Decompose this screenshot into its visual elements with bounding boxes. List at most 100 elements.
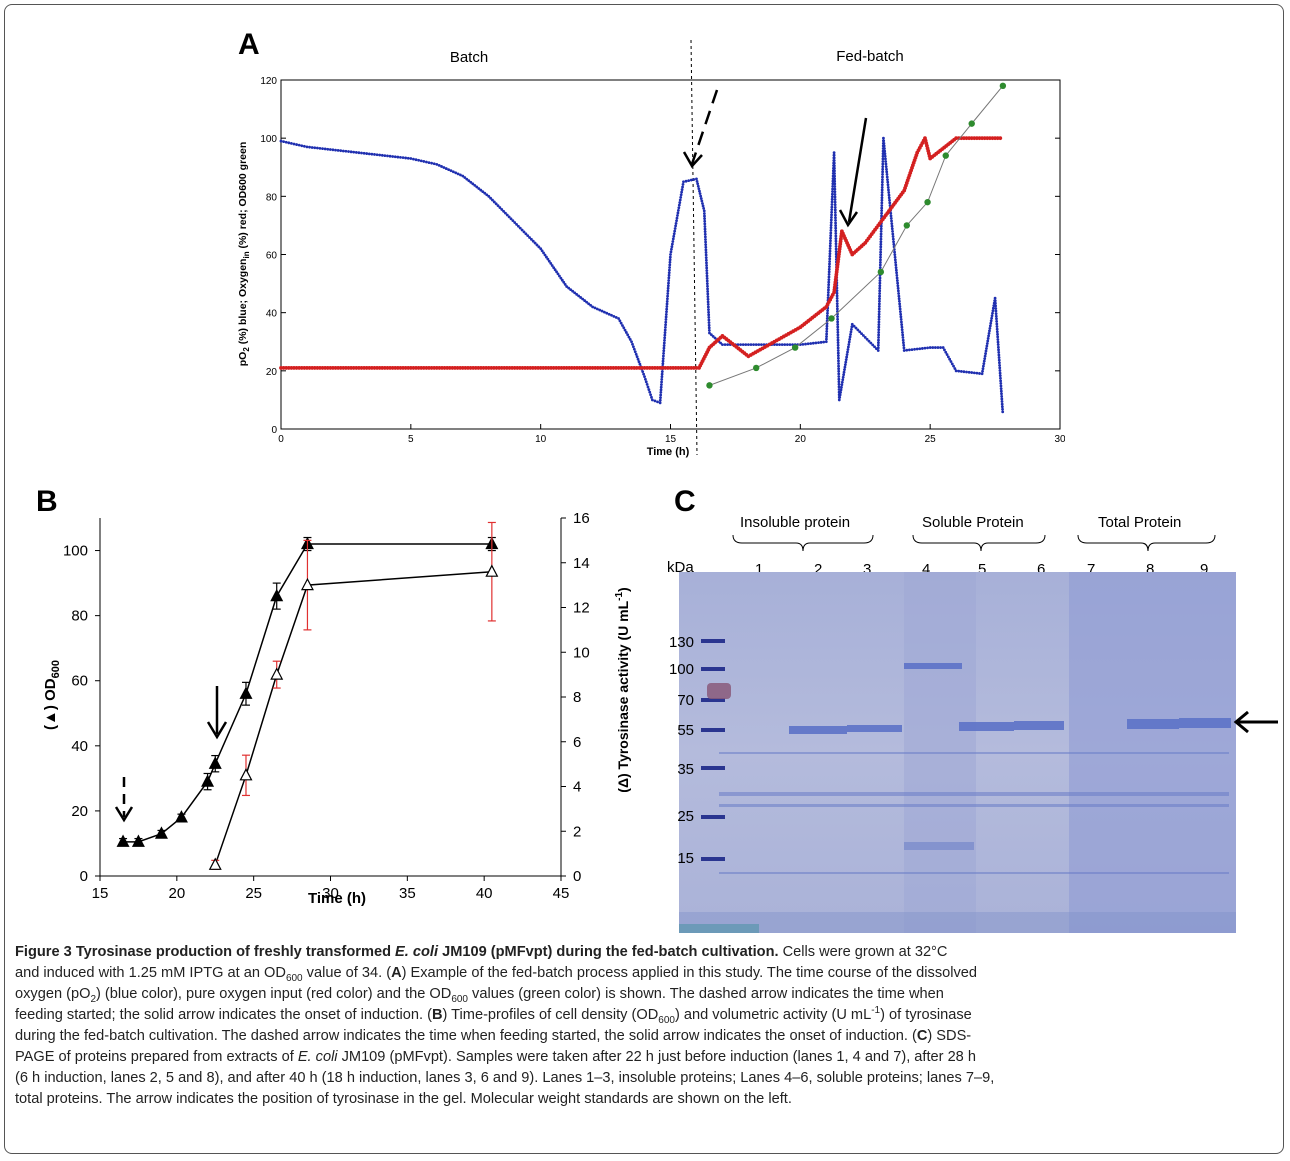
oxygen-in-point: [975, 136, 979, 141]
po2-point: [828, 262, 831, 266]
po2-point: [676, 211, 680, 215]
po2-point: [879, 248, 883, 251]
po2-point: [833, 187, 837, 191]
po2-point: [982, 359, 986, 363]
po2-point: [825, 317, 829, 320]
po2-point: [834, 239, 838, 243]
plot-b-ylabel-right: (Δ) Tyrosinase activity (U mL-1): [614, 587, 631, 792]
po2-point: [399, 155, 402, 159]
po2-point: [996, 343, 1000, 347]
po2-point: [591, 305, 594, 309]
po2-point: [834, 234, 838, 238]
po2-point: [902, 346, 906, 350]
po2-point: [856, 328, 860, 332]
oxygen-in-point: [684, 366, 688, 370]
po2-point: [665, 305, 669, 308]
po2-point: [788, 343, 792, 347]
po2-point: [845, 355, 849, 359]
po2-point: [674, 221, 678, 225]
po2-point: [704, 248, 708, 252]
b-y2tick-label: 2: [573, 823, 581, 840]
solid-arrowhead-b: [206, 721, 228, 740]
po2-point: [833, 172, 836, 175]
po2-point: [711, 334, 715, 338]
oxygen-in-point: [484, 366, 489, 370]
po2-point: [981, 364, 985, 368]
oxygen-in-point: [977, 136, 982, 141]
po2-point: [661, 354, 665, 358]
oxygen-in-point: [608, 366, 613, 370]
po2-point: [836, 338, 840, 342]
po2-point: [836, 336, 840, 339]
po2-point: [967, 370, 971, 374]
po2-point: [837, 356, 840, 360]
po2-point: [944, 350, 948, 354]
po2-point: [946, 355, 950, 359]
po2-point: [997, 353, 1001, 357]
po2-point: [877, 320, 881, 324]
po2-point: [873, 345, 876, 349]
oxygen-in-point: [967, 136, 972, 141]
po2-point: [708, 331, 711, 335]
po2-point: [850, 322, 854, 326]
po2-point: [836, 354, 840, 358]
po2-point: [877, 315, 881, 319]
po2-point: [880, 193, 884, 197]
po2-point: [835, 302, 839, 306]
po2-point: [703, 235, 707, 239]
oxygen-in-point: [390, 366, 395, 370]
po2-point: [880, 204, 884, 207]
po2-point: [896, 284, 900, 288]
oxygen-in-point: [502, 366, 507, 370]
po2-point: [879, 245, 883, 249]
po2-point: [998, 366, 1002, 370]
po2-point: [339, 149, 343, 153]
po2-point: [367, 152, 371, 156]
po2-point: [706, 297, 710, 301]
po2-point: [852, 324, 856, 328]
oxygen-in-point: [468, 366, 473, 370]
po2-point: [892, 240, 895, 244]
po2-point: [843, 365, 847, 369]
po2-point: [308, 145, 311, 149]
od600-point: [968, 120, 975, 127]
oxygen-in-point: [964, 136, 969, 141]
po2-point: [672, 234, 676, 238]
po2-point: [668, 268, 671, 272]
oxygen-in-point: [678, 366, 683, 370]
po2-point: [902, 349, 906, 352]
po2-point: [529, 237, 533, 241]
po2-point: [1000, 405, 1004, 409]
po2-point: [567, 286, 571, 290]
po2-point: [406, 156, 410, 160]
po2-point: [336, 148, 340, 152]
po2-point: [984, 349, 988, 353]
po2-point: [801, 342, 805, 346]
po2-point: [661, 359, 665, 363]
oxygen-in-point: [640, 366, 644, 370]
po2-point: [881, 178, 884, 181]
po2-point: [465, 177, 469, 181]
po2-point: [913, 347, 916, 351]
po2-point: [757, 343, 761, 347]
po2-point: [836, 333, 840, 337]
po2-point: [833, 211, 837, 214]
oxygen-in-point: [598, 366, 603, 370]
po2-point: [879, 255, 882, 259]
po2-point: [662, 344, 666, 347]
po2-point: [653, 399, 657, 403]
a-ytick-label: 80: [266, 192, 278, 203]
po2-point: [563, 282, 567, 286]
od600-marker: [116, 834, 130, 847]
po2-point: [846, 350, 849, 354]
po2-point: [719, 341, 722, 345]
oxygen-in-point: [567, 366, 572, 370]
po2-point: [459, 173, 462, 177]
oxygen-in-point: [528, 366, 533, 370]
oxygen-in-point: [993, 136, 997, 141]
po2-point: [785, 343, 789, 347]
po2-point: [373, 153, 376, 156]
po2-point: [660, 380, 663, 384]
od600-point: [877, 268, 885, 276]
po2-point: [878, 292, 882, 295]
